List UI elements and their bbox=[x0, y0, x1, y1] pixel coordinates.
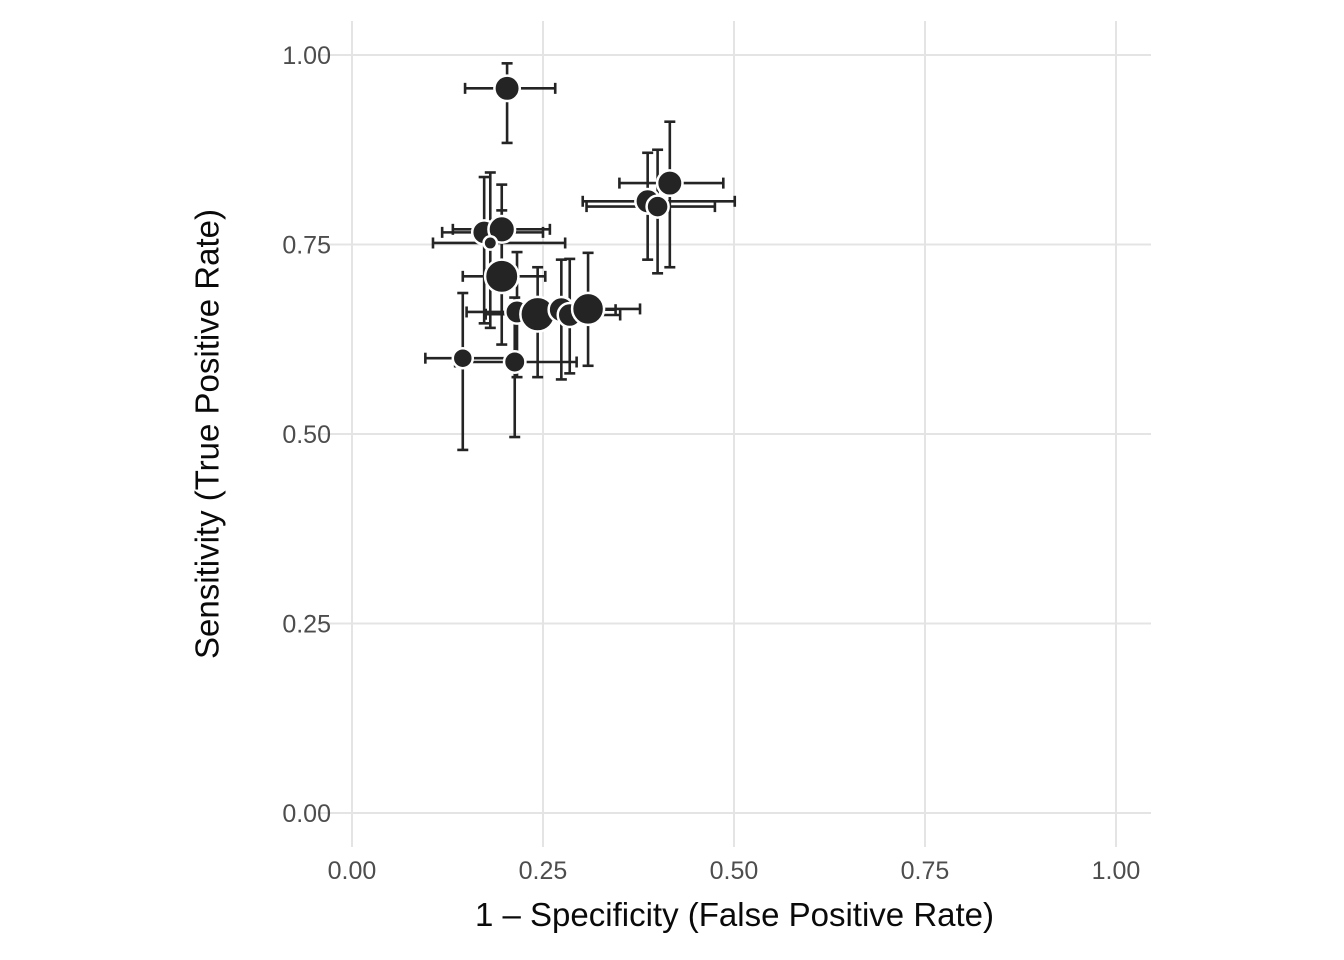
study-point bbox=[483, 258, 520, 295]
y-tick-label: 0.25 bbox=[282, 611, 331, 639]
data-points bbox=[451, 74, 684, 374]
error-bars bbox=[424, 62, 737, 452]
study-point bbox=[451, 346, 475, 370]
x-tick-label: 0.50 bbox=[710, 857, 759, 885]
x-tick-label: 0.25 bbox=[519, 857, 568, 885]
study-point bbox=[655, 169, 684, 198]
study-point bbox=[493, 74, 522, 103]
study-point bbox=[570, 291, 606, 327]
study-point bbox=[502, 350, 527, 374]
study-point bbox=[645, 194, 670, 219]
study-point bbox=[487, 214, 517, 244]
x-tick-label: 1.00 bbox=[1092, 857, 1141, 885]
x-axis-title: 1 – Specificity (False Positive Rate) bbox=[474, 896, 995, 933]
y-tick-label: 0.00 bbox=[282, 800, 331, 828]
x-tick-label: 0.75 bbox=[901, 857, 950, 885]
y-tick-label: 0.75 bbox=[282, 232, 331, 260]
y-tick-label: 1.00 bbox=[282, 42, 331, 70]
y-axis-title: Sensitivity (True Positive Rate) bbox=[188, 209, 226, 659]
study-point bbox=[482, 235, 499, 251]
tick-labels: 0.00 0.25 0.50 0.75 1.00 0.00 0.25 0.50 0.75 1.00 bbox=[282, 42, 1140, 885]
x-tick-label: 0.00 bbox=[328, 857, 377, 885]
gridlines bbox=[318, 21, 1151, 847]
y-tick-label: 0.50 bbox=[282, 421, 331, 449]
